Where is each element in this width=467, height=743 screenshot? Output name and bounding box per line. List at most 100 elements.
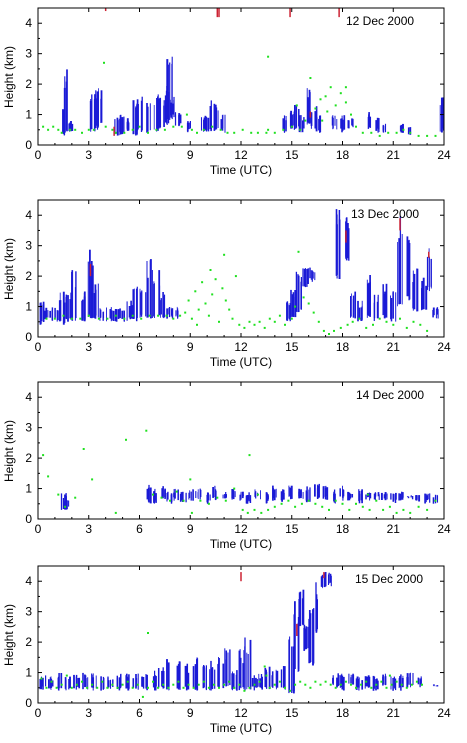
y-tick-label: 1: [25, 108, 32, 122]
cloud-base-point: [256, 493, 259, 496]
cloud-base-point: [344, 101, 347, 104]
cloud-echo-column: [153, 270, 161, 318]
cloud-base-point: [91, 683, 94, 686]
cloud-base-point: [289, 689, 292, 692]
cloud-echo-column: [258, 673, 264, 690]
cloud-echo-column: [290, 289, 297, 318]
cloud-echo-column: [332, 673, 340, 688]
cloud-base-point: [52, 125, 55, 128]
cloud-echo-column: [366, 275, 371, 318]
y-tick-label: 0: [25, 512, 32, 526]
cloud-base-point: [390, 683, 393, 686]
cloud-echo-column: [358, 489, 363, 504]
cloud-base-point: [202, 128, 205, 131]
cloud-echo-column: [382, 283, 388, 319]
cloud-base-point: [57, 128, 60, 131]
cloud-base-point: [243, 326, 246, 329]
cloud-echo-column: [166, 659, 170, 691]
cloud-base-point: [304, 683, 307, 686]
cloud-base-point: [263, 326, 266, 329]
cloud-echo-column: [347, 491, 354, 501]
cloud-base-point: [248, 686, 251, 689]
cloud-base-point: [395, 680, 398, 683]
cloud-echo-column: [231, 670, 238, 691]
cloud-base-point: [334, 104, 337, 107]
x-tick-label: 15: [285, 148, 299, 162]
cloud-echo-column: [339, 485, 345, 501]
cloud-base-point: [351, 320, 354, 323]
cloud-echo-column: [176, 661, 181, 690]
cloud-base-point: [187, 683, 190, 686]
cloud-base-point: [190, 128, 193, 131]
cloud-base-point: [147, 632, 149, 634]
cloud-base-point: [131, 686, 134, 689]
y-tick-label: 1: [25, 300, 32, 314]
x-tick-label: 3: [85, 148, 92, 162]
cloud-base-point: [196, 323, 198, 326]
cloud-base-point: [145, 429, 148, 432]
x-axis-label: Time (UTC): [210, 721, 272, 735]
cloud-base-point: [172, 125, 175, 128]
cloud-base-point: [358, 317, 361, 320]
x-tick-label: 21: [387, 148, 401, 162]
cloud-base-point: [290, 317, 293, 320]
cloud-base-point: [344, 86, 347, 89]
cloud-base-point: [233, 487, 236, 490]
cloud-base-point: [97, 317, 100, 320]
cloud-base-point: [207, 686, 210, 689]
cloud-base-point: [319, 683, 322, 686]
cloud-echo-column: [153, 488, 157, 504]
cloud-base-point: [179, 314, 182, 317]
cloud-base-point: [238, 323, 241, 326]
cloud-echo-column: [186, 121, 191, 133]
cloud-echo-column: [209, 660, 216, 691]
cloud-base-point: [81, 680, 83, 683]
cloud-base-point: [365, 680, 368, 683]
cloud-base-point: [419, 323, 422, 326]
cloud-echo-column: [231, 489, 236, 500]
cloud-echo-column: [159, 292, 166, 319]
cloud-base-point: [258, 320, 261, 323]
cloud-base-point: [280, 502, 283, 505]
cloud-base-point: [370, 686, 373, 689]
cloud-base-point: [388, 674, 391, 677]
cloud-echo-column: [308, 608, 315, 666]
cloud-base-point: [372, 323, 374, 326]
x-tick-label: 18: [336, 706, 350, 720]
x-axis-label: Time (UTC): [210, 355, 272, 369]
cloud-echo-column: [367, 112, 372, 129]
cloud-base-point: [375, 499, 378, 502]
cloud-echo-column: [166, 307, 173, 319]
cloud-echo-column: [48, 676, 54, 690]
cloud-echo-column: [357, 300, 363, 322]
cloud-base-point: [302, 296, 305, 299]
cloud-echo-column: [64, 676, 71, 691]
cloud-base-point: [329, 86, 332, 89]
cloud-base-point: [175, 490, 178, 493]
cloud-base-point: [123, 317, 126, 320]
x-tick-label: 3: [85, 340, 92, 354]
cloud-echo-column: [146, 484, 152, 504]
cloud-echo-column: [57, 673, 63, 691]
cloud-base-point: [307, 499, 310, 502]
cloud-base-point: [123, 131, 126, 134]
cloud-base-point: [278, 314, 281, 317]
y-tick-label: 2: [25, 635, 32, 649]
cloud-base-point: [223, 683, 226, 686]
cloud-echo-column: [169, 96, 175, 118]
cloud-base-point: [157, 686, 160, 689]
cloud-echo-column: [272, 485, 277, 501]
cloud-base-point: [223, 253, 226, 256]
cloud-base-point: [194, 290, 197, 293]
cloud-echo-column: [224, 648, 231, 687]
cloud-base-point: [64, 505, 67, 508]
cloud-base-point: [53, 317, 56, 320]
cloud-base-point: [299, 128, 302, 131]
cloud-echo-column: [174, 112, 182, 127]
cloud-base-point: [284, 686, 286, 689]
cloud-base-point: [74, 496, 77, 499]
cloud-base-point: [207, 314, 210, 317]
cloud-base-point: [241, 508, 244, 511]
cloud-base-point: [321, 505, 324, 508]
